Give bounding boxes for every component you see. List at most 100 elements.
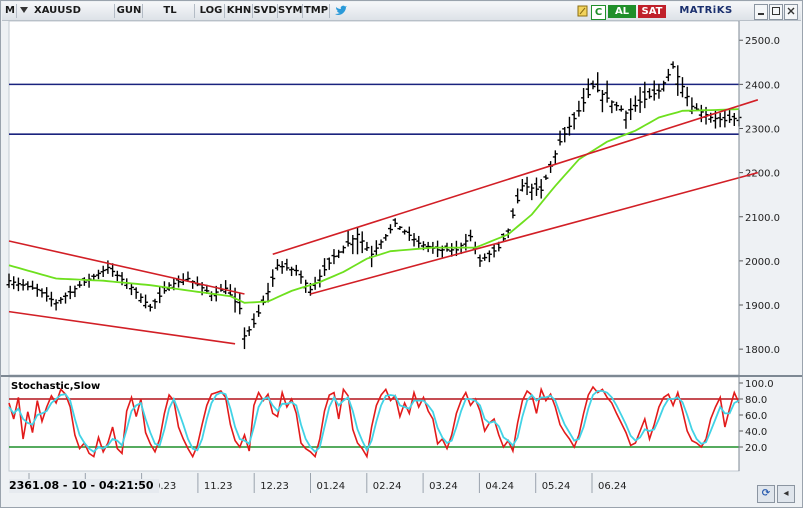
khn-button[interactable]: KHN (226, 4, 253, 18)
timeframe-button[interactable]: GUN (116, 4, 143, 18)
ohlc-bar (647, 88, 653, 99)
ohlc-bar (100, 265, 106, 278)
ohlc-bar (524, 176, 530, 196)
ohlc-bar (614, 101, 620, 111)
c-button[interactable]: C (591, 5, 606, 20)
ohlc-bar (651, 80, 657, 101)
ohlc-bar (425, 241, 431, 253)
ohlc-bar (623, 110, 629, 129)
currency-button[interactable]: TL (146, 4, 195, 18)
ohlc-bar (359, 231, 365, 254)
chart-area: 1800.0 1900.0 2000.0 2100.0 2200.0 2300.0 2400… (1, 21, 802, 507)
ohlc-bar (383, 233, 389, 241)
menu-m-label[interactable]: M (4, 4, 17, 18)
ohlc-bar (581, 88, 587, 112)
ohlc-bar (270, 269, 276, 287)
ohlc-bar (731, 112, 737, 126)
ohlc-bar (293, 264, 299, 276)
ohlc-bar (25, 281, 31, 291)
ohlc-bar (387, 224, 393, 234)
x-axis-label: 03.24 (429, 481, 458, 492)
trend-channel-line (8, 310, 236, 345)
ohlc-bar (543, 174, 549, 180)
ohlc-bar (284, 258, 290, 271)
tmp-button[interactable]: TMP (303, 4, 330, 18)
scroll-icon[interactable]: ◂ (777, 485, 795, 503)
ohlc-bar (665, 68, 671, 82)
ohlc-bar (298, 270, 304, 284)
ohlc-bar (402, 229, 408, 235)
ohlc-bar (317, 269, 323, 288)
ohlc-bar (223, 280, 229, 295)
ohlc-bar (138, 293, 144, 303)
price-plot-bg (8, 21, 740, 376)
ohlc-bar (491, 244, 497, 258)
ohlc-bar (251, 313, 257, 328)
ohlc-bar (519, 179, 525, 192)
ohlc-bar (510, 208, 516, 219)
ohlc-bar (599, 90, 605, 113)
ohlc-bar (538, 179, 544, 199)
symbol-selector[interactable]: XAUUSD (32, 4, 115, 18)
ohlc-bar (53, 299, 59, 311)
ohlc-bar (533, 177, 539, 196)
ohlc-bar (237, 293, 243, 315)
ohlc-bar (576, 100, 582, 117)
ohlc-bar (661, 80, 667, 92)
ohlc-bar (632, 95, 638, 112)
ohlc-bar (364, 241, 370, 251)
brand-label: MATRiKS (679, 5, 733, 16)
ohlc-bar (44, 287, 50, 302)
price-tick-label: 2200.0 (745, 169, 780, 180)
stochastic-tick-label: 40.0 (745, 427, 767, 438)
sell-button[interactable]: SAT (638, 5, 666, 18)
ohlc-bar (717, 112, 723, 128)
ohlc-bar (609, 100, 615, 114)
ohlc-bar (265, 282, 271, 303)
ohlc-bar (58, 296, 64, 304)
twitter-icon[interactable] (334, 4, 348, 18)
ohlc-bar (406, 226, 412, 241)
window-max-icon[interactable] (769, 4, 783, 20)
ohlc-bar (143, 294, 149, 309)
ohlc-bar (637, 86, 643, 113)
window-close-icon[interactable] (784, 4, 798, 20)
x-axis-label: 01.24 (317, 481, 346, 492)
ohlc-bar (152, 298, 158, 309)
price-panel: 1800.0 1900.0 2000.0 2100.0 2200.0 2300.0 2400… (6, 21, 780, 376)
buy-button[interactable]: AL (608, 5, 636, 18)
ohlc-bar (552, 150, 558, 165)
menu-arrow-icon[interactable] (18, 4, 30, 18)
window-min-icon[interactable] (754, 4, 768, 20)
stochastic-k-line (8, 385, 740, 459)
ohlc-bar (468, 229, 474, 242)
ohlc-bar (557, 130, 563, 146)
ohlc-bar (20, 279, 26, 291)
stochastic-plot-bg (8, 376, 740, 472)
log-button[interactable]: LOG (198, 4, 225, 18)
ohlc-bar (373, 240, 379, 257)
x-axis-label: 05.24 (542, 481, 571, 492)
ohlc-bar (595, 72, 601, 93)
ohlc-bar (397, 225, 403, 230)
refresh-icon[interactable]: ⟳ (757, 485, 775, 503)
price-tick-label: 1900.0 (745, 301, 780, 312)
x-axis-label: 12.23 (260, 481, 289, 492)
edit-icon[interactable] (577, 4, 589, 18)
ohlc-bar (11, 276, 17, 290)
stochastic-tick-label: 80.0 (745, 395, 767, 406)
svd-button[interactable]: SVD (253, 4, 278, 18)
ohlc-bar (110, 263, 116, 277)
ohlc-bar (95, 269, 101, 280)
ohlc-bar (590, 80, 596, 90)
ohlc-bar (91, 273, 97, 281)
stochastic-tick-label: 60.0 (745, 411, 767, 422)
ohlc-bar (628, 98, 634, 121)
ohlc-bar (515, 188, 521, 204)
sym-button[interactable]: SYM (278, 4, 303, 18)
ohlc-bar (128, 283, 134, 296)
ohlc-bar (679, 77, 685, 98)
ohlc-bar (449, 243, 455, 257)
ohlc-bar (345, 230, 351, 247)
